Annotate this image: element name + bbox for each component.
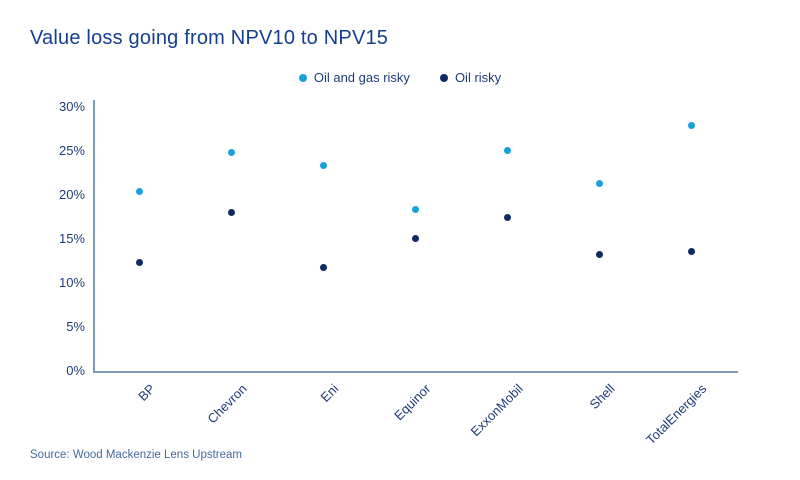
data-point: [687, 247, 695, 255]
chart-title: Value loss going from NPV10 to NPV15: [30, 27, 389, 49]
legend-dot-icon: [439, 73, 448, 82]
x-axis-line: [93, 371, 738, 373]
source-note: Source: Wood Mackenzie Lens Upstream: [30, 449, 242, 461]
y-tick-label: 10%: [58, 275, 85, 290]
data-point: [687, 121, 695, 129]
y-tick-label: 0%: [66, 363, 85, 378]
legend-item-oil-and-gas-risky: Oil and gas risky: [298, 70, 410, 85]
data-point: [595, 251, 603, 259]
data-point: [135, 187, 143, 195]
legend-label: Oil and gas risky: [313, 70, 410, 85]
legend-item-oil-risky: Oil risky: [439, 70, 502, 85]
y-tick-label: 5%: [66, 319, 85, 334]
x-tick-label: TotalEnergies: [643, 381, 710, 448]
data-point: [227, 209, 235, 217]
data-point: [503, 146, 511, 154]
data-point: [135, 259, 143, 267]
x-tick-label: ExxonMobil: [467, 381, 526, 440]
data-point: [503, 213, 511, 221]
y-axis-line: [93, 100, 95, 372]
y-tick-label: 25%: [58, 143, 85, 158]
x-tick-label: Eni: [317, 381, 342, 405]
data-point: [227, 149, 235, 157]
x-tick-label: Chevron: [204, 381, 250, 427]
y-tick-label: 30%: [58, 99, 85, 114]
y-tick-label: 15%: [58, 231, 85, 246]
y-tick-label: 20%: [58, 187, 85, 202]
data-point: [411, 234, 419, 242]
x-tick-label: Shell: [586, 381, 618, 413]
data-point: [319, 263, 327, 271]
legend-label: Oil risky: [454, 70, 502, 85]
data-point: [595, 180, 603, 188]
x-tick-label: Equinor: [391, 381, 434, 424]
legend: Oil and gas risky Oil risky: [0, 70, 800, 85]
x-tick-label: BP: [134, 381, 158, 404]
data-point: [411, 205, 419, 213]
legend-dot-icon: [298, 73, 307, 82]
data-point: [319, 162, 327, 170]
